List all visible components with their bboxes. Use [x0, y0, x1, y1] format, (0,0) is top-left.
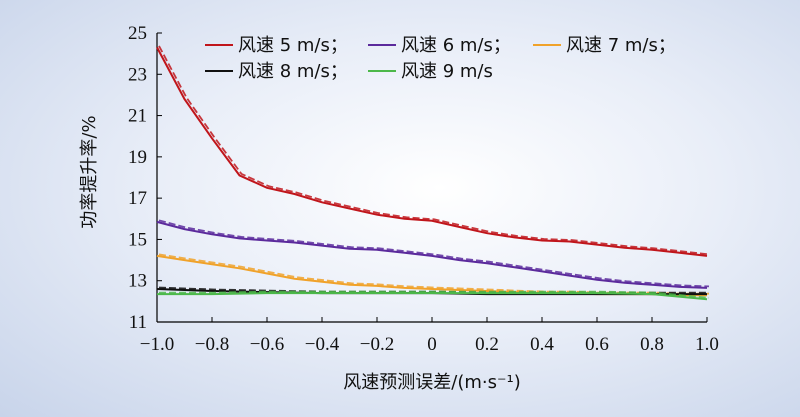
series-dashed-line-2 [158, 219, 710, 288]
x-tick-label: −0.2 [360, 334, 394, 355]
x-tick-label: −1.0 [140, 334, 174, 355]
series-group [156, 45, 710, 301]
axes: −1.0 −0.8 −0.6 −0.4 −0.2 0 0.2 0.4 0.6 0.8 1.0 11 13… [128, 23, 719, 355]
y-axis-label: 功率提升率/% [79, 115, 100, 228]
x-tick-label: 0.2 [475, 334, 499, 355]
y-tick-label: 17 [128, 188, 147, 209]
x-tick-label: 1.0 [695, 334, 719, 355]
y-tick-label: 25 [128, 23, 147, 44]
series-line-1 [156, 46, 708, 257]
y-tick-label: 11 [129, 312, 147, 333]
y-tick-label: 23 [128, 64, 147, 85]
x-tick-label: −0.4 [305, 334, 340, 355]
x-axis-label: 风速预测误差/(m·s⁻¹) [343, 372, 520, 393]
legend-label-4: 风速 8 m/s； [238, 61, 348, 82]
x-tick-label: 0.6 [585, 334, 609, 355]
series-dashed-line-1 [158, 45, 710, 256]
legend-label-5: 风速 9 m/s [401, 61, 493, 82]
y-tick-label: 15 [128, 229, 147, 250]
legend-label-3: 风速 7 m/s； [566, 35, 676, 56]
legend-label-1: 风速 5 m/s； [238, 35, 348, 56]
y-tick-label: 21 [128, 106, 147, 127]
series-line-5 [157, 292, 708, 301]
x-tick-label: −0.6 [250, 334, 284, 355]
series-line-2 [156, 220, 708, 289]
x-tick-label: 0 [427, 334, 437, 355]
legend-label-2: 风速 6 m/s； [401, 35, 511, 56]
x-tick-label: −0.8 [195, 334, 229, 355]
series-dashed-line-3 [158, 253, 709, 295]
y-tick-label: 13 [128, 271, 147, 292]
legend: 风速 5 m/s； 风速 6 m/s； 风速 7 m/s； 风速 8 m/s； 风速 9… [205, 35, 676, 82]
x-tick-label: 0.4 [530, 334, 554, 355]
series-dashed-line-5 [159, 290, 710, 299]
y-tick-label: 19 [128, 147, 147, 168]
x-tick-label: 0.8 [640, 334, 664, 355]
